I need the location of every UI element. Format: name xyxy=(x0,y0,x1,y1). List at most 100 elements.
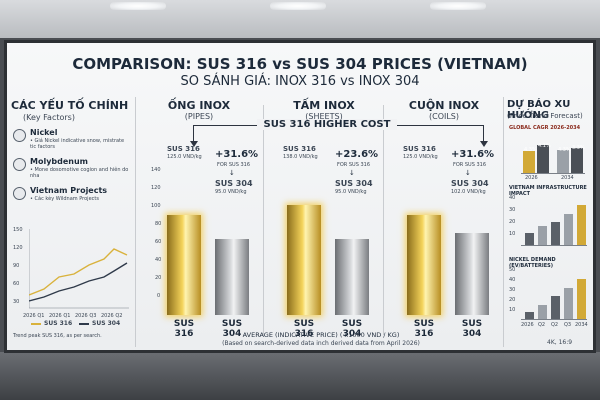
y-tick: 10 xyxy=(509,307,516,313)
bar-sus304-pipes xyxy=(215,239,249,315)
x-tick: 2026 Q1 xyxy=(49,313,71,319)
down-arrow-icon: ↓ xyxy=(229,169,235,177)
x-tick: 2034 xyxy=(575,322,588,328)
forecast-subheading: (Price Trend Forecast) xyxy=(507,112,583,120)
sus316-trend-line xyxy=(29,248,128,296)
arrow-head-icon xyxy=(190,141,198,147)
infra-bar xyxy=(525,233,534,245)
y-tick: 120 xyxy=(151,185,161,191)
pct-difference: +31.6% xyxy=(451,149,495,160)
y-tick: 30 xyxy=(13,299,20,305)
x-tick: Q2 xyxy=(551,322,559,328)
sus316-label: SUS 316 xyxy=(283,145,316,153)
format-label: 4K, 16:9 xyxy=(547,339,573,346)
y-tick: 10 xyxy=(509,231,516,237)
factor-desc: • Các kèy Wildnam Projects xyxy=(30,196,99,202)
y-tick: 30 xyxy=(509,207,516,213)
x-tick: 2026 Q1 xyxy=(23,313,45,319)
y-tick: 20 xyxy=(509,219,516,225)
infra-bars xyxy=(521,193,591,245)
bar-label: SUS 316 xyxy=(413,319,435,339)
ceiling-light xyxy=(270,2,326,10)
factor-desc: • Mone dosomotive cogion and hiên do nha xyxy=(30,167,129,179)
y-tick: 140 xyxy=(151,167,161,173)
arrow-stem xyxy=(193,125,194,143)
cagr-bar xyxy=(537,144,549,173)
nickel-demand-chart: NICKEL DEMAND (EV/BATTERIES) 50 40 30 20… xyxy=(507,257,593,335)
y-tick: 40 xyxy=(509,277,516,283)
y-tick: 50 xyxy=(509,267,516,273)
y-tick: 40 xyxy=(155,257,162,263)
panel-divider xyxy=(263,105,264,335)
nickel-bar xyxy=(564,287,573,319)
trend-mini-chart: 150 120 90 60 30 2026 Q1 2026 Q1 2026 Q3… xyxy=(9,223,133,343)
cagr-value: 3.3% xyxy=(572,145,585,151)
sus304-price: 102.0 VND/kg xyxy=(451,189,486,195)
y-tick: 150 xyxy=(13,227,23,233)
x-tick: 2026 xyxy=(525,175,538,181)
pct-difference: +23.6% xyxy=(335,149,379,160)
panel-pipes: SUS 316 125.0 VND/kg +31.6% FOR SUS 316 … xyxy=(143,139,263,339)
bar-sus304-sheets xyxy=(335,239,369,315)
y-tick: 20 xyxy=(509,297,516,303)
panel-subtitle-coils: (COILS) xyxy=(428,112,460,121)
infra-bar xyxy=(538,225,547,245)
building-icon xyxy=(13,187,26,200)
nickel-bar xyxy=(551,296,560,319)
footer-sub: (Based on search-derived data inch deriv… xyxy=(222,340,420,347)
infra-bar xyxy=(551,221,560,245)
sus316-price: 125.0 VND/kg xyxy=(403,154,438,160)
x-tick: Q3 xyxy=(564,322,572,328)
panel-divider xyxy=(383,105,384,335)
sus304-trend-line xyxy=(29,262,128,302)
x-axis xyxy=(521,319,587,320)
arrow-head-icon xyxy=(480,141,488,147)
pct-note: FOR SUS 316 xyxy=(217,162,251,168)
pct-note: FOR SUS 316 xyxy=(453,162,487,168)
cagr-bar xyxy=(523,150,535,173)
panel-title-sheets: TẤM INOX xyxy=(293,99,355,112)
board-subtitle: SO SÁNH GIÁ: INOX 316 vs INOX 304 xyxy=(180,74,420,89)
panel-title-coils: CUỘN INOX xyxy=(408,99,480,112)
higher-cost-label: SUS 316 HIGHER COST xyxy=(257,119,397,130)
arrow-stem xyxy=(483,125,484,143)
y-tick: 20 xyxy=(155,275,162,281)
x-axis xyxy=(521,245,587,246)
pct-difference: +31.6% xyxy=(215,149,259,160)
forecast-heading: DỰ BÁO XU HƯỚNG xyxy=(507,99,571,121)
y-tick: 30 xyxy=(509,287,516,293)
trend-note: Trend peak SUS 316, as per search. xyxy=(13,333,102,339)
panel-coils: SUS 316 125.0 VND/kg +31.6% FOR SUS 316 … xyxy=(385,139,503,339)
sus304-label: SUS 304 xyxy=(451,179,489,188)
cagr-bar xyxy=(571,147,583,173)
nickel-title: NICKEL DEMAND (EV/BATTERIES) xyxy=(509,257,556,269)
panel-subtitle-sheets: (SHEETS) xyxy=(305,112,343,121)
sus304-price: 95.0 VND/kg xyxy=(335,189,367,195)
factor-title: Vietnam Projects xyxy=(30,186,108,195)
x-axis xyxy=(521,173,585,174)
bar-label: SUS 316 xyxy=(173,319,195,339)
bar-sus316-coils xyxy=(407,215,441,315)
column-divider xyxy=(503,97,504,347)
sus316-price: 125.0 VND/kg xyxy=(167,154,202,160)
y-tick: 100 xyxy=(151,203,161,209)
y-tick: 90 xyxy=(13,263,20,269)
cagr-chart: GLOBAL CAGR 2026-2034 4.3% 4.1% 4.3% 3.3… xyxy=(507,125,593,181)
pct-note: FOR SUS 316 xyxy=(337,162,371,168)
column-divider xyxy=(135,97,136,347)
molybdenum-icon xyxy=(13,158,26,171)
nickel-bar xyxy=(538,305,547,319)
y-tick: 0 xyxy=(157,293,161,299)
x-tick: 2026 Q2 xyxy=(101,313,123,319)
sus316-label: SUS 316 xyxy=(167,145,200,153)
sus304-label: SUS 304 xyxy=(335,179,373,188)
y-tick: 80 xyxy=(155,221,162,227)
bar-sus316-sheets xyxy=(287,204,321,315)
trend-lines xyxy=(29,229,129,309)
sus304-price: 95.0 VND/kg xyxy=(215,189,247,195)
bar-label: SUS 304 xyxy=(461,319,483,339)
x-tick: Q2 xyxy=(538,322,546,328)
factors-heading: CÁC YẾU TỐ CHÍNH xyxy=(11,99,129,112)
y-tick: 40 xyxy=(509,195,516,201)
sus316-price: 138.0 VND/kg xyxy=(283,154,318,160)
